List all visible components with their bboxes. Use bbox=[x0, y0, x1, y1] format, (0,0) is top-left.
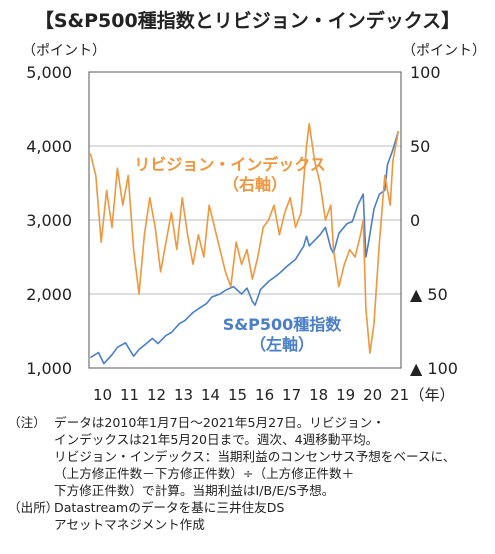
left-tick-label: 3,000 bbox=[26, 211, 72, 230]
x-tick-label: 10 bbox=[93, 386, 112, 404]
sp500-series-line bbox=[89, 130, 400, 365]
note-line: 下方修正件数）で計算。当期利益はI/B/E/S予想。 bbox=[54, 483, 335, 498]
right-axis-ticks: 100 50 0 ▲ 50 ▲ 100 bbox=[410, 63, 458, 378]
right-tick-label: ▲ 50 bbox=[410, 285, 448, 304]
revision-index-series-line bbox=[89, 123, 400, 354]
source-label: （出所） bbox=[8, 500, 59, 515]
source-line: アセットマネジメント作成 bbox=[54, 517, 205, 532]
x-axis-ticks: 10 11 12 13 14 15 16 17 18 19 20 21 （年） bbox=[93, 386, 455, 404]
left-tick-label: 2,000 bbox=[26, 285, 72, 304]
x-tick-label: 18 bbox=[309, 386, 328, 404]
note-line: リビジョン・インデックス：当期利益のコンセンサス予想をベースに、 bbox=[54, 449, 456, 464]
x-tick-label: 13 bbox=[174, 386, 193, 404]
left-tick-label: 1,000 bbox=[26, 359, 72, 378]
note-line: インデックスは21年5月20日まで。週次、4週移動平均。 bbox=[54, 432, 379, 447]
x-tick-label: 15 bbox=[228, 386, 247, 404]
left-tick-label: 4,000 bbox=[26, 137, 72, 156]
x-tick-label: 11 bbox=[120, 386, 139, 404]
revision-index-label: リビジョン・インデックス bbox=[134, 155, 326, 174]
chart-svg: 5,000 4,000 3,000 2,000 1,000 100 50 0 ▲ 50 ▲ 10… bbox=[26, 63, 458, 404]
left-tick-label: 5,000 bbox=[26, 63, 72, 82]
right-axis-unit: （ポイント） bbox=[402, 43, 486, 59]
right-tick-label: ▲ 100 bbox=[410, 359, 458, 378]
right-tick-label: 100 bbox=[410, 63, 441, 82]
left-axis-unit: （ポイント） bbox=[22, 43, 106, 59]
x-tick-label: 14 bbox=[201, 386, 220, 404]
x-tick-label: 20 bbox=[363, 386, 382, 404]
x-axis-unit: （年） bbox=[409, 386, 454, 404]
right-tick-label: 0 bbox=[410, 211, 420, 230]
x-tick-label: 12 bbox=[147, 386, 166, 404]
note-line: データは2010年1月7日～2021年5月27日。リビジョン・ bbox=[54, 415, 385, 430]
note-label: （注） bbox=[8, 415, 46, 430]
plot-frame bbox=[88, 71, 402, 369]
series-group bbox=[89, 123, 400, 365]
x-tick-label: 16 bbox=[255, 386, 274, 404]
revision-index-axis-label: （右軸） bbox=[223, 175, 287, 194]
left-axis-ticks: 5,000 4,000 3,000 2,000 1,000 bbox=[26, 63, 72, 378]
source-line: Datastreamのデータを基に三井住友DS bbox=[54, 500, 285, 515]
notes-block: （注） データは2010年1月7日～2021年5月27日。リビジョン・ インデッ… bbox=[8, 414, 492, 533]
right-tick-label: 50 bbox=[410, 137, 430, 156]
x-tick-label: 21 bbox=[390, 386, 409, 404]
sp500-axis-label: （左軸） bbox=[250, 335, 314, 354]
plot-border bbox=[88, 71, 402, 369]
note-line: （上方修正件数－下方修正件数）÷（上方修正件数＋ bbox=[54, 466, 355, 481]
annotations-group: リビジョン・インデックス（右軸） S&P500種指数（左軸） bbox=[134, 155, 342, 354]
chart-title: 【S&P500種指数とリビジョン・インデックス】 bbox=[34, 10, 461, 32]
x-tick-label: 17 bbox=[282, 386, 301, 404]
sp500-label: S&P500種指数 bbox=[223, 315, 343, 334]
x-tick-label: 19 bbox=[336, 386, 355, 404]
